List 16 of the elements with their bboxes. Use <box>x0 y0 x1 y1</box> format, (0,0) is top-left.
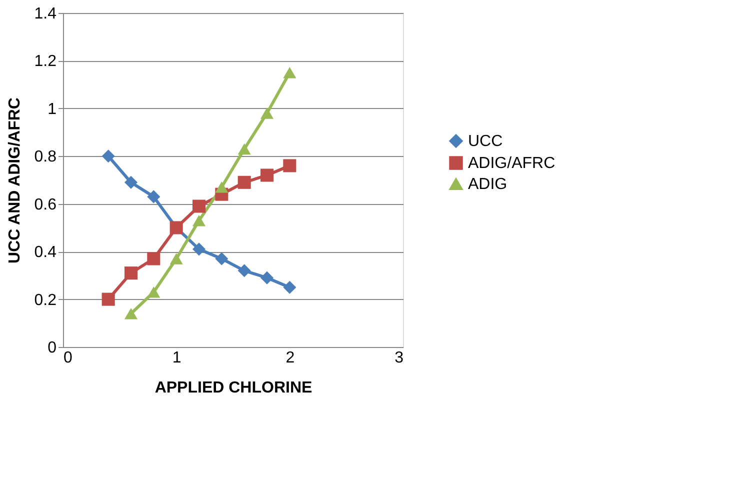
y-tick-label: 1.2 <box>34 53 57 70</box>
legend-label: ADIG <box>468 176 508 193</box>
x-tick-label: 3 <box>394 350 404 366</box>
x-tick-label: 2 <box>286 350 295 366</box>
legend-label: UCC <box>468 133 503 150</box>
legend-label: ADIG/AFRC <box>468 155 556 172</box>
x-tick-label: 1 <box>172 350 182 366</box>
y-tick-label: 0.2 <box>34 292 57 309</box>
x-axis-title: APPLIED CHLORINE <box>154 380 312 396</box>
x-tick-label: 0 <box>64 350 72 366</box>
y-axis-title: UCC AND ADIG/AFRC <box>6 97 24 264</box>
y-tick-label: 1 <box>48 100 57 118</box>
y-tick-label: 0.8 <box>34 148 57 166</box>
y-tick-label: 0.4 <box>34 244 57 262</box>
y-tick-label: 0.6 <box>34 196 57 214</box>
y-tick-label: 1.4 <box>34 6 57 22</box>
